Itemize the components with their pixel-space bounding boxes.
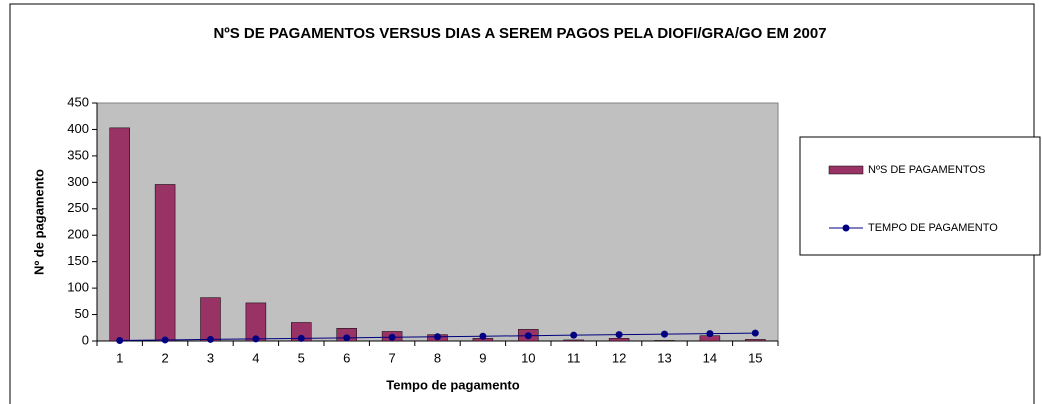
line-point [161, 336, 169, 344]
line-point [252, 335, 260, 343]
bar [608, 338, 630, 342]
x-tick-label: 10 [521, 350, 535, 365]
y-tick-label: 300 [67, 174, 89, 189]
line-point [343, 334, 351, 342]
bar [109, 127, 130, 342]
x-tick-label: 3 [207, 350, 214, 365]
y-tick-label: 400 [67, 121, 89, 136]
line-point [116, 336, 124, 344]
legend-swatch-point [842, 224, 850, 232]
line-point [479, 332, 487, 340]
legend-label: TEMPO DE PAGAMENTO [868, 222, 998, 234]
x-axis-label: Tempo de pagamento [386, 377, 519, 392]
line-point [706, 330, 714, 338]
x-tick-label: 6 [343, 350, 350, 365]
line-point [661, 330, 668, 338]
y-tick-label: 100 [67, 280, 89, 295]
x-tick-label: 2 [161, 350, 168, 365]
y-tick-label: 450 [67, 94, 89, 109]
x-tick-label: 14 [703, 350, 717, 365]
line-point [207, 335, 214, 343]
x-tick-label: 1 [116, 350, 123, 365]
x-tick-label: 15 [748, 350, 762, 365]
x-tick-label: 11 [567, 350, 581, 365]
y-tick-label: 0 [82, 332, 89, 347]
legend-swatch [828, 165, 864, 175]
bar [154, 184, 176, 342]
x-tick-label: 8 [434, 350, 441, 365]
bar [654, 340, 675, 342]
line-point [297, 334, 305, 342]
x-tick-label: 4 [252, 350, 259, 365]
bar [563, 339, 584, 342]
x-tick-label: 7 [388, 350, 395, 365]
y-tick-label: 150 [67, 253, 89, 268]
plot-area [96, 102, 779, 342]
y-tick-label: 50 [75, 306, 89, 321]
x-tick-label: 5 [298, 350, 305, 365]
line-point [615, 331, 623, 339]
y-tick-label: 250 [67, 200, 89, 215]
x-tick-label: 9 [479, 350, 486, 365]
x-tick-label: 13 [657, 350, 671, 365]
bar [745, 339, 766, 342]
bar [245, 302, 267, 342]
line-point [434, 333, 441, 341]
y-tick-label: 350 [67, 147, 89, 162]
bar [200, 297, 221, 342]
y-axis-label: Nº de pagamento [31, 169, 46, 275]
x-tick-label: 12 [612, 350, 626, 365]
chart-title: NºS DE PAGAMENTOS VERSUS DIAS A SEREM PA… [213, 25, 827, 42]
line-point [751, 329, 759, 337]
legend-label: NºS DE PAGAMENTOS [868, 164, 985, 176]
line-point [524, 332, 532, 340]
y-tick-label: 200 [67, 227, 89, 242]
legend-box [799, 136, 1041, 256]
line-point [570, 331, 578, 339]
line-point [388, 333, 396, 341]
